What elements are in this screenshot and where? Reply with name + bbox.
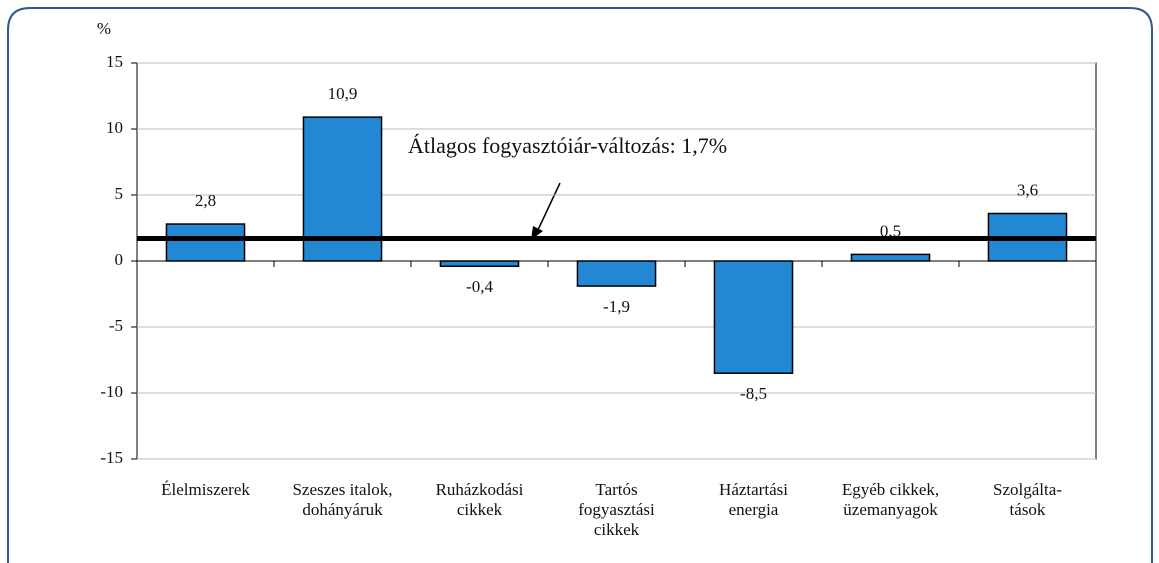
- arrow: [536, 182, 561, 233]
- y-tick-label: 5: [115, 184, 124, 203]
- y-tick-label: -5: [109, 316, 123, 335]
- y-tick-label: 15: [106, 52, 123, 71]
- x-tick-label: Szolgálta-tások: [993, 480, 1062, 519]
- value-label: -1,9: [603, 297, 630, 316]
- x-tick-label: Szeszes italok, dohányáruk: [292, 480, 392, 519]
- frame: [7, 7, 1153, 563]
- value-label: 3,6: [1017, 180, 1038, 199]
- x-tick-label: Ruházkodási cikkek: [436, 480, 524, 519]
- bar: [850, 253, 931, 262]
- x-tick-label: Tartós fogyasztási cikkek: [578, 480, 655, 539]
- value-label: -0,4: [466, 277, 493, 296]
- x-tick-label: Háztartási energia: [719, 480, 788, 519]
- reference-label: Átlagos fogyasztóiár-változás: 1,7%: [408, 133, 727, 158]
- y-tick-label: 10: [106, 118, 123, 137]
- bar: [713, 260, 794, 374]
- y-axis-label: %: [97, 19, 111, 38]
- y-tick-label: -10: [100, 382, 123, 401]
- value-label: -8,5: [740, 384, 767, 403]
- bar: [439, 260, 520, 268]
- bar: [165, 223, 246, 262]
- value-label: 0,5: [880, 221, 901, 240]
- x-tick-label: Élelmiszerek: [161, 480, 250, 499]
- value-label: 10,9: [328, 84, 358, 103]
- x-tick-label: Egyéb cikkek, üzemanyagok: [842, 480, 939, 519]
- bar: [576, 260, 657, 287]
- y-tick-label: -15: [100, 448, 123, 467]
- value-label: 2,8: [195, 191, 216, 210]
- y-tick-label: 0: [115, 250, 124, 269]
